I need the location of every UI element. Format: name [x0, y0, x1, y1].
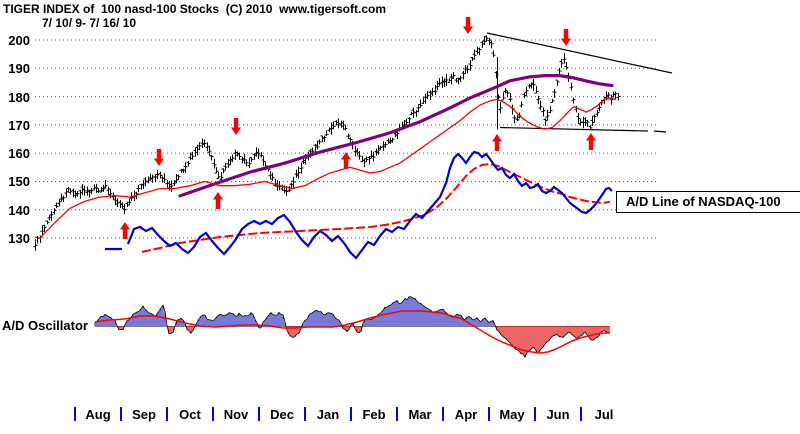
- up-arrow-icon: [120, 222, 130, 239]
- down-arrow-icon: [561, 29, 571, 46]
- moving-averages: [39, 74, 617, 239]
- chart-title: TIGER INDEX of 100 nasd-100 Stocks (C) 2…: [3, 2, 386, 16]
- month-label-feb: Feb: [362, 407, 386, 422]
- y-axis-tick-190: 190: [8, 61, 30, 77]
- month-label-jun: Jun: [546, 407, 570, 422]
- month-label-mar: Mar: [408, 407, 432, 422]
- chart-date-range: 7/ 10/ 9- 7/ 16/ 10: [42, 16, 137, 30]
- month-label-dec: Dec: [270, 407, 294, 422]
- y-axis-tick-200: 200: [8, 33, 30, 48]
- y-axis-tick-150: 150: [8, 174, 30, 190]
- month-label-aug: Aug: [85, 407, 111, 422]
- down-arrow-icon: [154, 149, 164, 166]
- month-label-nov: Nov: [223, 407, 249, 422]
- down-arrow-icon: [463, 17, 473, 34]
- y-axis-tick-180: 180: [8, 89, 30, 105]
- trendlines: [486, 32, 673, 133]
- up-arrow-icon: [492, 134, 502, 151]
- y-axis-tick-170: 170: [8, 117, 30, 133]
- month-label-jan: Jan: [316, 407, 340, 422]
- month-label-sep: Sep: [132, 407, 156, 422]
- ad-line: [105, 150, 613, 260]
- month-label-oct: Oct: [179, 407, 201, 422]
- y-axis-tick-130: 130: [8, 231, 30, 247]
- up-arrow-icon: [341, 152, 351, 169]
- y-axis-tick-160: 160: [8, 146, 30, 162]
- price-bars: [33, 35, 621, 251]
- signal-arrows: [120, 17, 596, 239]
- oscillator-label: A/D Oscillator: [2, 318, 88, 333]
- month-label-apr: Apr: [454, 407, 478, 422]
- gridlines: [35, 39, 658, 239]
- month-label-may: May: [499, 407, 525, 422]
- ad-oscillator: [94, 296, 610, 359]
- up-arrow-icon: [213, 192, 223, 209]
- ad-line-label-box: A/D Line of NASDAQ-100: [616, 191, 800, 213]
- up-arrow-icon: [586, 133, 596, 150]
- y-axis-tick-140: 140: [8, 202, 30, 218]
- down-arrow-icon: [231, 118, 241, 135]
- month-label-jul: Jul: [594, 407, 614, 422]
- month-ticks: [74, 407, 582, 421]
